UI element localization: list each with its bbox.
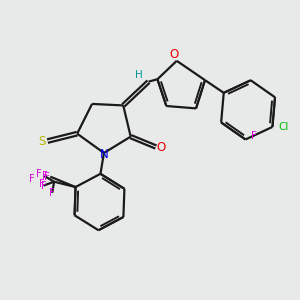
- Text: F: F: [36, 169, 42, 179]
- Text: F: F: [29, 174, 34, 184]
- Text: F: F: [41, 171, 47, 181]
- Text: F: F: [50, 188, 55, 198]
- Text: H: H: [135, 70, 143, 80]
- Text: N: N: [100, 148, 109, 161]
- Text: Cl: Cl: [278, 122, 289, 132]
- Text: S: S: [38, 135, 46, 148]
- Text: F: F: [41, 181, 46, 190]
- Text: F: F: [44, 172, 50, 182]
- Text: F: F: [38, 179, 44, 189]
- Text: O: O: [170, 48, 179, 61]
- Text: O: O: [157, 140, 166, 154]
- Text: F: F: [251, 131, 257, 141]
